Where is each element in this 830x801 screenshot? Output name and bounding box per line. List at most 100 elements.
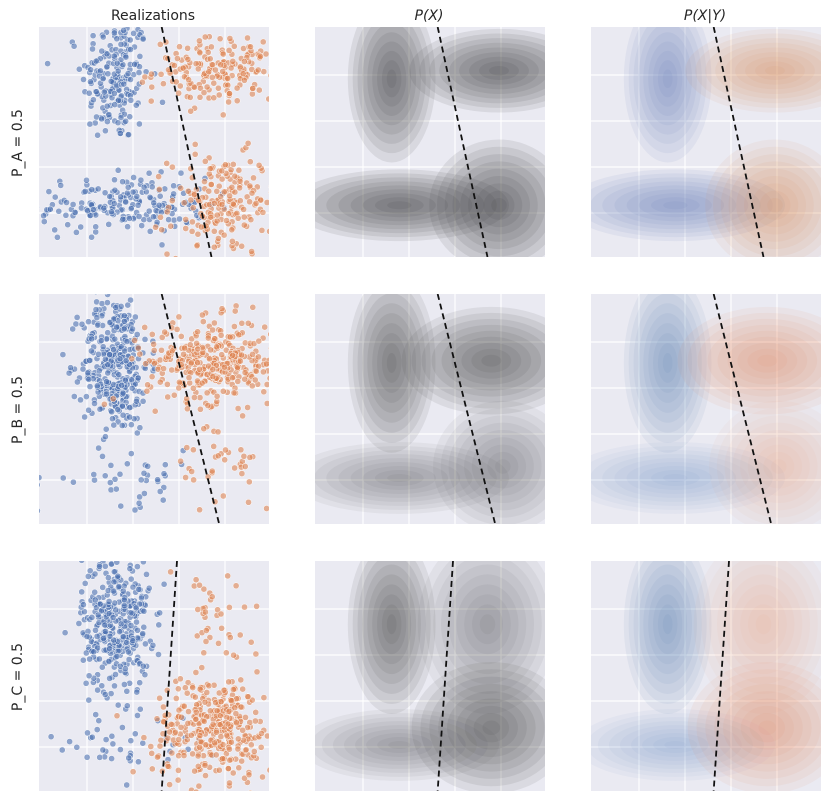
scatter-point: [180, 702, 188, 710]
scatter-point: [95, 444, 102, 452]
scatter-point: [107, 690, 115, 697]
scatter-point: [228, 697, 235, 705]
scatter-point: [93, 314, 101, 321]
scatter-point: [234, 735, 242, 743]
scatter-point: [146, 228, 154, 235]
scatter-series-class-0: [39, 294, 187, 514]
scatter-point: [241, 76, 248, 84]
scatter-point: [241, 603, 248, 611]
scatter-point: [159, 98, 166, 106]
scatter-point: [93, 633, 101, 640]
density-contour: [362, 27, 421, 135]
scatter-point: [100, 88, 108, 96]
scatter-point: [198, 379, 206, 387]
scatter-point: [123, 338, 131, 345]
scatter-point: [279, 216, 285, 222]
scatter-point: [69, 201, 77, 208]
scatter-point: [228, 183, 236, 191]
scatter-point: [266, 766, 269, 774]
scatter-point: [102, 355, 109, 363]
scatter-point: [222, 161, 229, 169]
scatter-point: [86, 655, 93, 663]
scatter-point: [275, 49, 281, 55]
scatter-point: [255, 161, 263, 169]
scatter-point: [85, 696, 93, 704]
scatter-point: [144, 381, 151, 389]
scatter-point: [192, 788, 200, 791]
scatter-point: [191, 394, 198, 401]
scatter-point: [249, 351, 256, 358]
scatter-point: [148, 373, 156, 381]
scatter-point: [120, 633, 127, 641]
scatter-point: [192, 792, 198, 798]
scatter-point: [176, 43, 183, 51]
scatter-point: [112, 671, 119, 678]
scatter-point: [268, 190, 269, 195]
scatter-point: [163, 250, 171, 257]
density-contour: [767, 197, 783, 213]
scatter-point: [241, 58, 248, 65]
scatter-point: [93, 726, 101, 733]
density-contour: [377, 333, 407, 393]
scatter-point: [114, 406, 122, 413]
density-contour: [650, 197, 700, 214]
scatter-point: [117, 193, 125, 201]
density-contour: [433, 561, 542, 694]
scatter-point: [88, 186, 96, 193]
scatter-point: [113, 323, 120, 331]
density-contour: [602, 181, 749, 230]
scatter-point: [194, 328, 201, 336]
scatter-point: [85, 672, 93, 680]
density-contour: [452, 161, 545, 250]
density-contour: [352, 27, 431, 154]
scatter-point: [134, 201, 142, 209]
scatter-point: [189, 218, 196, 226]
scatter-point: [192, 530, 198, 536]
scatter-point: [147, 97, 155, 105]
scatter-point: [176, 215, 183, 223]
panel-background: [315, 294, 545, 524]
density-contour: [352, 294, 431, 443]
scatter-point: [93, 294, 99, 295]
scatter-point: [126, 36, 134, 44]
scatter-point: [217, 733, 225, 740]
scatter-point: [156, 356, 164, 364]
scatter-point: [210, 227, 218, 235]
scatter-point: [199, 318, 207, 325]
grid: [591, 294, 821, 524]
scatter-point: [219, 68, 227, 75]
scatter-point: [229, 352, 236, 359]
scatter-point: [168, 347, 176, 355]
scatter-point: [104, 329, 112, 337]
scatter-point: [98, 663, 106, 671]
scatter-point: [81, 580, 89, 587]
scatter-point: [281, 361, 287, 367]
scatter-point: [245, 771, 253, 779]
scatter-point: [45, 188, 53, 195]
scatter-point: [66, 738, 73, 745]
scatter-point: [194, 359, 201, 366]
scatter-point: [270, 32, 276, 38]
scatter-point: [225, 765, 232, 772]
density-contour: [451, 336, 532, 385]
scatter-point: [80, 601, 87, 609]
scatter-point: [208, 74, 216, 81]
density-contour: [315, 709, 499, 781]
scatter-point: [190, 384, 197, 392]
scatter-point: [196, 743, 203, 751]
scatter-point: [90, 206, 97, 213]
density-contour: [727, 336, 808, 385]
scatter-point: [234, 745, 242, 753]
scatter-point: [232, 710, 240, 717]
density-contour: [483, 190, 515, 220]
density-class-1: [687, 561, 821, 791]
scatter-point: [69, 325, 77, 333]
scatter-point: [205, 682, 213, 690]
scatter-point: [235, 331, 243, 339]
scatter-point: [165, 216, 172, 223]
scatter-point: [229, 57, 237, 65]
scatter-point: [136, 679, 144, 687]
scatter-point: [123, 539, 129, 545]
density-contour: [707, 324, 821, 397]
